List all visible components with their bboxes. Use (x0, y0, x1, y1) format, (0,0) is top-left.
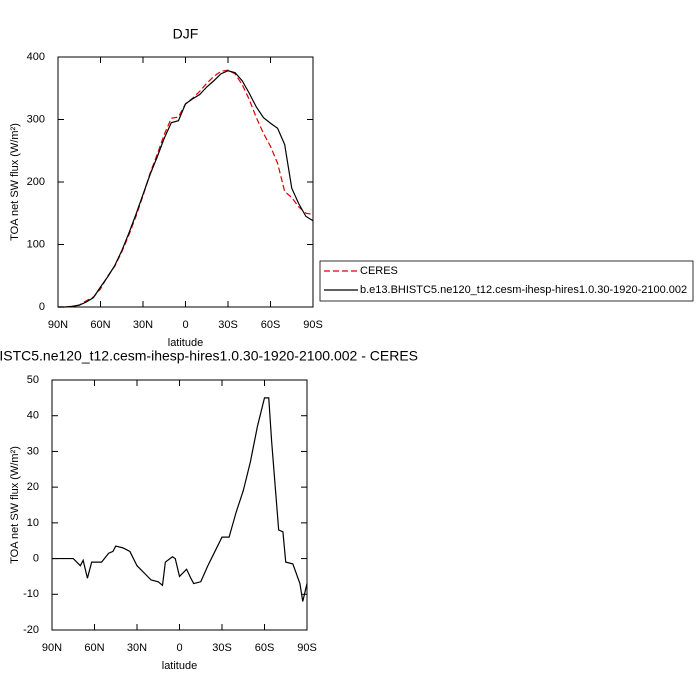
x-tick-label: 90S (303, 319, 323, 331)
data-line (58, 69, 314, 308)
y-axis-label: TOA net SW flux (W/m²) (9, 123, 21, 241)
x-tick-label: 30N (133, 319, 153, 331)
x-tick-label: 30S (218, 319, 238, 331)
x-tick-label: 30N (127, 642, 147, 654)
legend-label: CERES (360, 265, 398, 277)
y-tick-label: 0 (33, 552, 39, 564)
chart-title: b.e13.BHISTC5.ne120_t12.cesm-ihesp-hires… (0, 348, 418, 364)
x-tick-label: 0 (182, 319, 188, 331)
x-tick-label: 60S (261, 319, 281, 331)
x-tick-label: 90N (42, 642, 62, 654)
plot-frame (57, 56, 314, 308)
x-tick-label: 0 (176, 642, 182, 654)
y-tick-label: 400 (27, 51, 45, 63)
y-tick-label: 40 (27, 410, 39, 422)
y-tick-label: 10 (27, 517, 39, 529)
x-tick-label: 30S (212, 642, 232, 654)
chart-title: DJF (173, 26, 199, 42)
y-tick-label: -10 (23, 588, 39, 600)
x-axis-label: latitude (162, 660, 197, 672)
y-tick-label: 100 (27, 238, 45, 250)
legend-box (319, 260, 694, 302)
data-line (52, 397, 308, 602)
plot-frame (51, 379, 308, 631)
y-tick-label: 0 (39, 301, 45, 313)
y-tick-label: 50 (27, 374, 39, 386)
x-tick-label: 60N (84, 642, 104, 654)
data-line (58, 70, 314, 308)
y-tick-label: -20 (23, 624, 39, 636)
x-tick-label: 90S (297, 642, 317, 654)
x-tick-label: 60S (255, 642, 275, 654)
x-tick-label: 90N (48, 319, 68, 331)
y-tick-label: 300 (27, 113, 45, 125)
y-tick-label: 200 (27, 176, 45, 188)
y-tick-label: 20 (27, 481, 39, 493)
x-axis-label: latitude (168, 337, 203, 349)
x-tick-label: 60N (90, 319, 110, 331)
legend-label: b.e13.BHISTC5.ne120_t12.cesm-ihesp-hires… (360, 284, 687, 296)
y-tick-label: 30 (27, 445, 39, 457)
y-axis-label: TOA net SW flux (W/m²) (9, 446, 21, 564)
